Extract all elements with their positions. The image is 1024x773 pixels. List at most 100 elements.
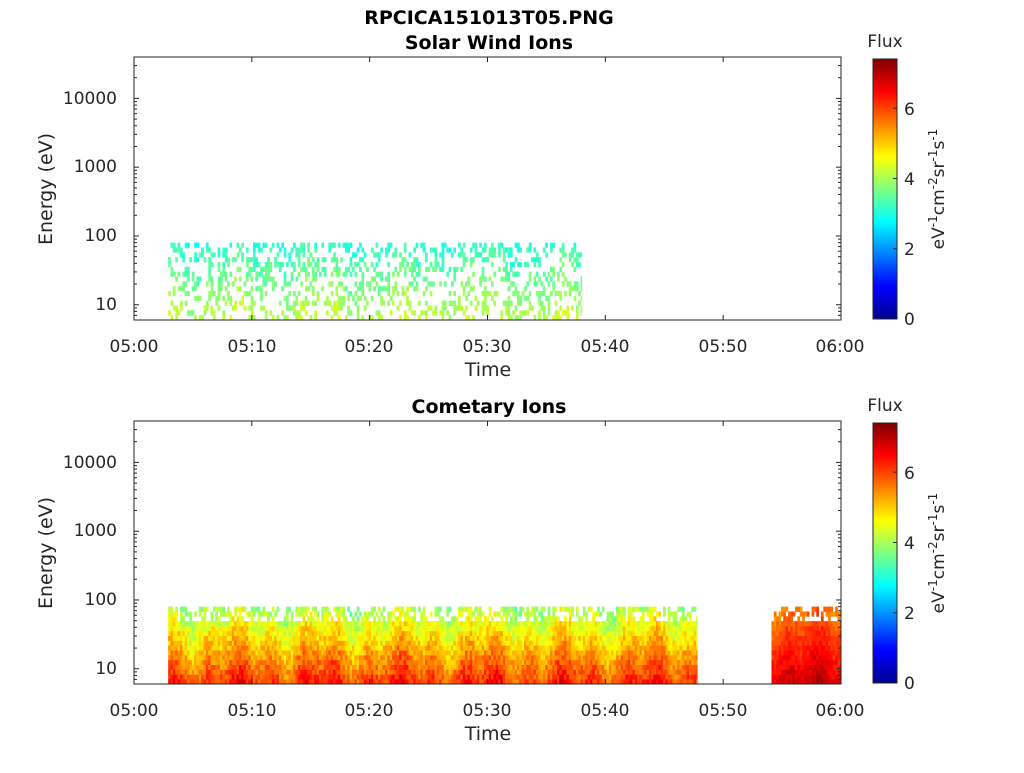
spectrogram-cell bbox=[491, 650, 494, 656]
spectrogram-cell bbox=[389, 669, 393, 675]
spectrogram-cell bbox=[552, 654, 556, 661]
spectrogram-cell bbox=[601, 640, 605, 646]
spectrogram-cell bbox=[790, 640, 794, 646]
spectrogram-cell bbox=[208, 645, 211, 651]
spectrogram-cell bbox=[394, 669, 398, 675]
spectrogram-cell bbox=[481, 664, 485, 670]
spectrogram-cell bbox=[597, 659, 600, 666]
spectrogram-cell bbox=[830, 645, 834, 651]
spectrogram-cell bbox=[425, 674, 428, 680]
spectrogram-cell bbox=[637, 635, 640, 641]
spectrogram-cell bbox=[802, 640, 805, 646]
spectrogram-cell bbox=[295, 625, 299, 632]
spectrogram-cell bbox=[663, 630, 666, 636]
spectrogram-cell bbox=[363, 679, 367, 684]
spectrogram-cell bbox=[783, 625, 786, 632]
spectrogram-cell bbox=[538, 261, 541, 268]
spectrogram-cell bbox=[236, 630, 240, 636]
spectrogram-cell bbox=[394, 630, 398, 636]
spectrogram-cell bbox=[778, 654, 782, 661]
spectrogram-cell bbox=[401, 606, 405, 612]
spectrogram-cell bbox=[286, 679, 289, 684]
spectrogram-cell bbox=[575, 257, 579, 263]
spectrogram-cell bbox=[316, 635, 320, 641]
spectrogram-cell bbox=[446, 606, 449, 612]
spectrogram-cell bbox=[479, 664, 482, 670]
spectrogram-cell bbox=[597, 621, 600, 627]
spectrogram-cell bbox=[656, 625, 659, 632]
spectrogram-cell bbox=[795, 664, 798, 670]
spectrogram-cell bbox=[474, 669, 478, 675]
spectrogram-cell bbox=[351, 616, 355, 622]
spectrogram-cell bbox=[399, 300, 402, 306]
spectrogram-cell bbox=[227, 635, 230, 641]
spectrogram-cell bbox=[425, 654, 428, 661]
spectrogram-cell bbox=[264, 266, 268, 272]
spectrogram-cell bbox=[328, 669, 332, 675]
spectrogram-cell bbox=[783, 674, 786, 680]
spectrogram-cell bbox=[234, 276, 237, 282]
spectrogram-cell bbox=[571, 664, 574, 670]
spectrogram-cell bbox=[236, 654, 240, 661]
spectrogram-cell bbox=[340, 669, 343, 675]
spectrogram-cell bbox=[170, 654, 174, 661]
spectrogram-cell bbox=[498, 669, 501, 675]
spectrogram-cell bbox=[806, 630, 810, 636]
spectrogram-cell bbox=[644, 640, 647, 646]
spectrogram-cell bbox=[337, 650, 341, 656]
spectrogram-cell bbox=[462, 252, 466, 258]
spectrogram-cell bbox=[465, 640, 468, 646]
spectrogram-cell bbox=[288, 645, 292, 651]
spectrogram-cell bbox=[611, 640, 614, 646]
spectrogram-cell bbox=[276, 635, 280, 641]
spectrogram-cell bbox=[545, 630, 548, 636]
spectrogram-cell bbox=[542, 650, 546, 656]
spectrogram-cell bbox=[832, 611, 836, 617]
spectrogram-cell bbox=[231, 630, 235, 636]
spectrogram-cell bbox=[549, 645, 553, 651]
spectrogram-cell bbox=[443, 625, 447, 632]
spectrogram-cell bbox=[220, 625, 223, 632]
spectrogram-cell bbox=[441, 625, 445, 632]
spectrogram-cell bbox=[533, 679, 537, 684]
spectrogram-cell bbox=[837, 659, 841, 666]
spectrogram-cell bbox=[785, 625, 789, 632]
spectrogram-cell bbox=[377, 645, 381, 651]
spectrogram-cell bbox=[196, 281, 200, 287]
spectrogram-cell bbox=[276, 645, 280, 651]
spectrogram-cell bbox=[262, 630, 266, 636]
spectrogram-cell bbox=[380, 295, 383, 302]
spectrogram-cell bbox=[168, 257, 171, 263]
spectrogram-cell bbox=[568, 257, 572, 263]
spectrogram-cell bbox=[201, 669, 204, 675]
spectrogram-cell bbox=[222, 654, 226, 661]
spectrogram-cell bbox=[458, 242, 461, 248]
spectrogram-cell bbox=[828, 640, 831, 646]
spectrogram-cell bbox=[526, 679, 530, 684]
spectrogram-cell bbox=[205, 621, 209, 627]
spectrogram-cell bbox=[465, 664, 468, 670]
spectrogram-cell bbox=[429, 247, 433, 253]
spectrogram-cell bbox=[300, 674, 303, 680]
spectrogram-cell bbox=[356, 640, 360, 646]
spectrogram-cell bbox=[825, 659, 829, 666]
spectrogram-cell bbox=[467, 616, 471, 622]
spectrogram-cell bbox=[366, 640, 369, 646]
spectrogram-cell bbox=[422, 635, 426, 641]
spectrogram-cell bbox=[568, 679, 572, 684]
spectrogram-cell bbox=[514, 611, 518, 617]
spectrogram-cell bbox=[217, 679, 221, 684]
spectrogram-cell bbox=[455, 679, 459, 684]
spectrogram-cell bbox=[420, 679, 424, 684]
spectrogram-cell bbox=[608, 654, 612, 661]
spectrogram-cell bbox=[243, 281, 247, 287]
spectrogram-cell bbox=[488, 650, 492, 656]
spectrogram-cell bbox=[611, 616, 614, 622]
spectrogram-cell bbox=[806, 659, 810, 666]
spectrogram-cell bbox=[613, 650, 617, 656]
spectrogram-cell bbox=[168, 625, 171, 632]
spectrogram-cell bbox=[672, 616, 676, 622]
spectrogram-cell bbox=[250, 305, 254, 311]
spectrogram-cell bbox=[552, 645, 556, 651]
spectrogram-cell bbox=[509, 621, 513, 627]
